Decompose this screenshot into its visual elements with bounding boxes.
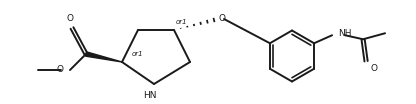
Text: or1: or1 [176,19,188,25]
Text: O: O [67,14,74,23]
Polygon shape [86,52,122,62]
Text: NH: NH [338,29,352,38]
Text: or1: or1 [132,51,144,57]
Text: O: O [57,66,64,74]
Text: HN: HN [143,91,157,100]
Text: O: O [219,14,226,22]
Text: O: O [370,64,377,73]
